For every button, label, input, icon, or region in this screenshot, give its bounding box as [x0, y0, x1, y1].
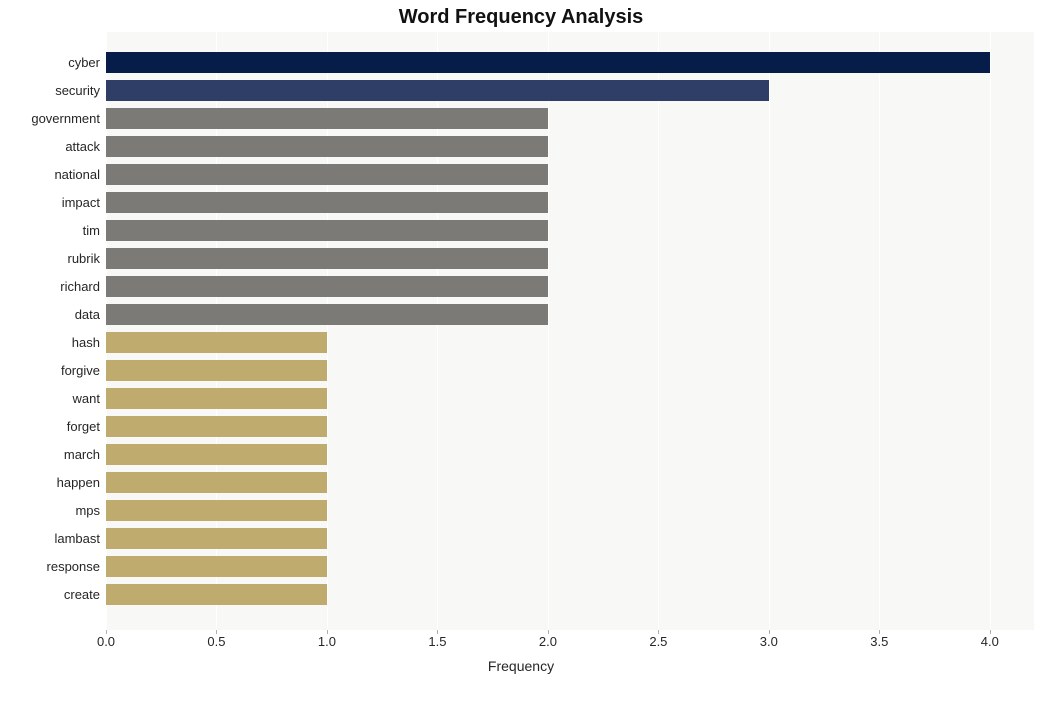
x-axis-title: Frequency [0, 658, 1042, 674]
bar [106, 416, 327, 437]
plot-area [106, 32, 1034, 630]
chart-title: Word Frequency Analysis [0, 6, 1042, 29]
y-tick-label: hash [0, 332, 100, 353]
y-tick-label: national [0, 164, 100, 185]
bar [106, 136, 548, 157]
x-tick-label: 4.0 [981, 634, 999, 649]
y-tick-label: forgive [0, 360, 100, 381]
bar [106, 220, 548, 241]
y-tick-label: security [0, 80, 100, 101]
bar [106, 556, 327, 577]
y-tick-label: march [0, 444, 100, 465]
y-tick-label: response [0, 556, 100, 577]
bar [106, 388, 327, 409]
y-tick-label: forget [0, 416, 100, 437]
gridline [658, 32, 659, 630]
y-tick-label: lambast [0, 528, 100, 549]
y-tick-label: attack [0, 136, 100, 157]
gridline [879, 32, 880, 630]
x-tick-label: 0.5 [207, 634, 225, 649]
y-tick-label: want [0, 388, 100, 409]
y-tick-label: data [0, 304, 100, 325]
y-tick-label: create [0, 584, 100, 605]
bar [106, 444, 327, 465]
bar [106, 360, 327, 381]
x-tick-label: 2.5 [649, 634, 667, 649]
y-tick-label: mps [0, 500, 100, 521]
x-tick-label: 1.0 [318, 634, 336, 649]
bar [106, 192, 548, 213]
y-tick-label: government [0, 108, 100, 129]
x-tick-label: 1.5 [428, 634, 446, 649]
bar [106, 164, 548, 185]
gridline [548, 32, 549, 630]
bar [106, 52, 990, 73]
bar [106, 80, 769, 101]
bar [106, 472, 327, 493]
bar [106, 108, 548, 129]
x-tick-label: 3.0 [760, 634, 778, 649]
y-tick-label: happen [0, 472, 100, 493]
x-tick-label: 2.0 [539, 634, 557, 649]
word-frequency-chart: Word Frequency Analysis cyber security gov… [0, 0, 1042, 701]
bar [106, 528, 327, 549]
bar [106, 500, 327, 521]
bar [106, 276, 548, 297]
bar [106, 304, 548, 325]
y-tick-label: rubrik [0, 248, 100, 269]
bar [106, 248, 548, 269]
y-tick-label: cyber [0, 52, 100, 73]
y-tick-label: tim [0, 220, 100, 241]
gridline [990, 32, 991, 630]
bar [106, 332, 327, 353]
x-tick-label: 0.0 [97, 634, 115, 649]
x-tick-label: 3.5 [870, 634, 888, 649]
gridline [769, 32, 770, 630]
bar [106, 584, 327, 605]
y-tick-label: richard [0, 276, 100, 297]
y-tick-label: impact [0, 192, 100, 213]
